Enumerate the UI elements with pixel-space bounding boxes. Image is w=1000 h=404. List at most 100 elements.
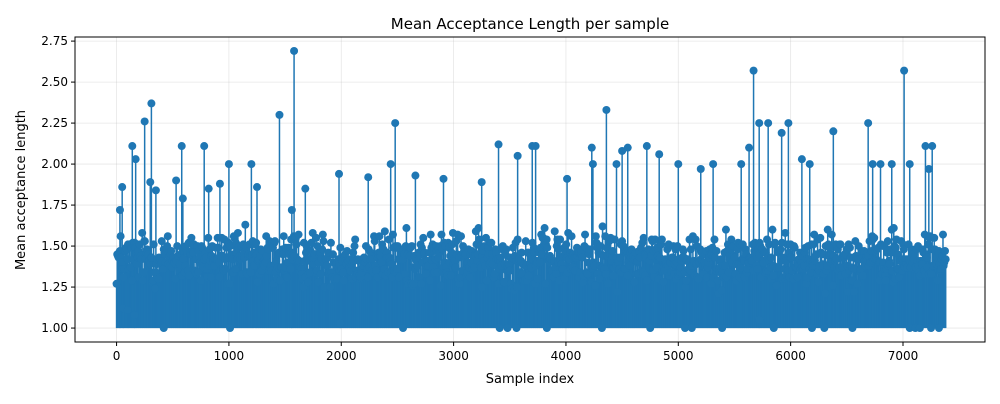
data-point — [864, 119, 872, 127]
data-point — [828, 231, 836, 239]
data-point — [226, 280, 234, 288]
data-point — [543, 244, 551, 252]
data-point — [506, 267, 514, 275]
data-point — [624, 144, 632, 152]
data-point — [829, 281, 837, 289]
data-point — [141, 237, 149, 245]
data-point — [408, 242, 416, 250]
data-point — [551, 227, 559, 235]
data-point — [869, 160, 877, 168]
data-point — [381, 227, 389, 235]
data-point — [283, 273, 291, 281]
data-point — [483, 277, 491, 285]
data-point — [532, 142, 540, 150]
data-point — [674, 160, 682, 168]
data-point — [568, 232, 576, 240]
data-point — [602, 270, 610, 278]
data-point — [336, 319, 344, 327]
data-point — [172, 176, 180, 184]
data-point — [150, 240, 158, 248]
data-point — [326, 283, 334, 291]
x-tick-label: 2000 — [326, 349, 357, 363]
data-point — [589, 160, 597, 168]
data-point — [682, 277, 690, 285]
data-point — [131, 311, 139, 319]
data-point — [179, 195, 187, 203]
data-point — [417, 280, 425, 288]
data-point — [293, 240, 301, 248]
x-tick-label: 4000 — [551, 349, 582, 363]
data-point — [581, 231, 589, 239]
data-point — [725, 268, 733, 276]
data-point — [643, 142, 651, 150]
data-point — [941, 247, 949, 255]
data-point — [495, 140, 503, 148]
data-point — [646, 324, 654, 332]
y-tick-label: 2.75 — [41, 34, 68, 48]
data-point — [160, 324, 168, 332]
data-point — [124, 306, 132, 314]
data-point — [820, 324, 828, 332]
data-point — [769, 272, 777, 280]
data-point — [712, 247, 720, 255]
data-point — [295, 231, 303, 239]
data-point — [286, 265, 294, 273]
data-point — [524, 272, 532, 280]
data-point — [900, 67, 908, 75]
y-tick-label: 1.25 — [41, 280, 68, 294]
data-point — [928, 142, 936, 150]
data-point — [522, 237, 530, 245]
x-tick-label: 1000 — [214, 349, 245, 363]
data-point — [586, 245, 594, 253]
data-point — [624, 272, 632, 280]
data-point — [859, 272, 867, 280]
data-point — [848, 324, 856, 332]
data-point — [152, 186, 160, 194]
data-point — [737, 160, 745, 168]
data-point — [722, 226, 730, 234]
data-point — [754, 265, 762, 273]
data-point — [504, 324, 512, 332]
y-tick-label: 2.50 — [41, 75, 68, 89]
data-point — [389, 231, 397, 239]
data-point — [457, 232, 465, 240]
data-point — [781, 229, 789, 237]
data-point — [787, 254, 795, 262]
data-point — [602, 106, 610, 114]
data-point — [925, 165, 933, 173]
data-point — [241, 221, 249, 229]
data-point — [140, 268, 148, 276]
data-point — [252, 239, 260, 247]
data-point — [419, 234, 427, 242]
data-point — [496, 324, 504, 332]
data-point — [447, 272, 455, 280]
data-point — [659, 278, 667, 286]
data-point — [154, 275, 162, 283]
data-point — [928, 270, 936, 278]
data-point — [138, 229, 146, 237]
data-point — [304, 278, 312, 286]
data-point — [846, 244, 854, 252]
data-point — [320, 237, 328, 245]
data-point — [393, 265, 401, 273]
data-point — [475, 224, 483, 232]
data-point — [643, 277, 651, 285]
data-point — [562, 240, 570, 248]
data-point — [882, 277, 890, 285]
data-point — [231, 265, 239, 273]
data-point — [118, 183, 126, 191]
data-point — [280, 232, 288, 240]
data-point — [563, 175, 571, 183]
data-point — [247, 160, 255, 168]
data-point — [478, 178, 486, 186]
data-point — [764, 119, 772, 127]
data-point — [595, 275, 603, 283]
data-point — [146, 178, 154, 186]
data-point — [890, 224, 898, 232]
data-point — [697, 165, 705, 173]
data-point — [784, 119, 792, 127]
data-point — [234, 229, 242, 237]
y-tick-label: 1.75 — [41, 198, 68, 212]
data-point — [132, 155, 140, 163]
data-point — [543, 236, 551, 244]
